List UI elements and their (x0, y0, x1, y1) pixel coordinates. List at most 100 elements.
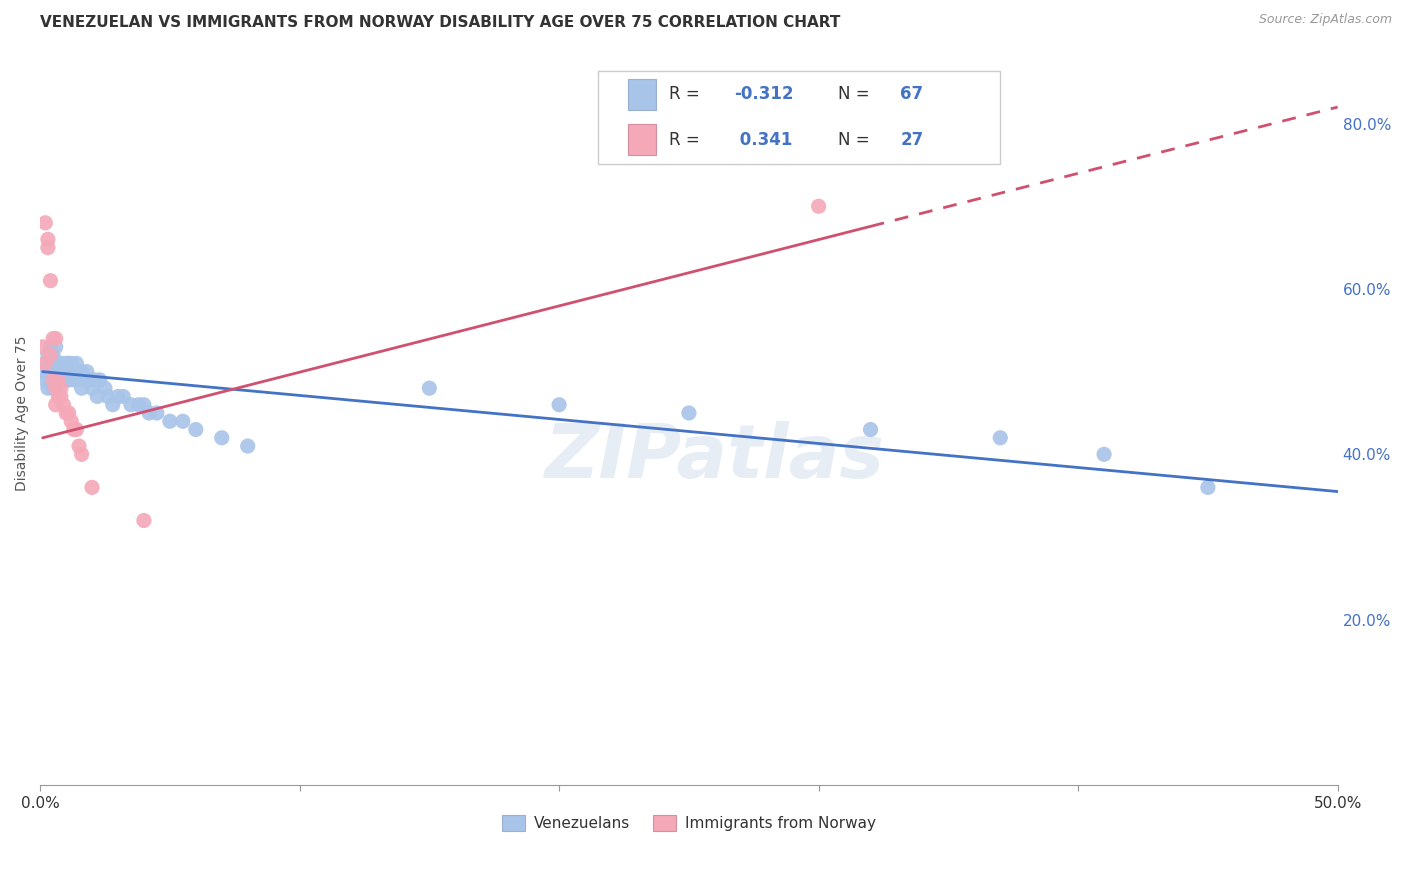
Text: 27: 27 (900, 131, 924, 149)
FancyBboxPatch shape (598, 70, 1000, 164)
Point (70, 447, 93, 461)
FancyBboxPatch shape (628, 124, 657, 155)
Point (1197, 480, 1219, 494)
Point (97, 389, 120, 403)
Point (49, 365, 72, 379)
Point (46, 356, 69, 370)
Point (101, 398, 124, 412)
Point (67, 365, 90, 379)
Point (37, 241, 59, 255)
Point (132, 514, 155, 528)
Point (859, 423, 882, 437)
Point (63, 365, 86, 379)
Point (55, 373, 77, 387)
Point (63, 373, 86, 387)
Point (42, 381, 65, 395)
Point (89, 373, 111, 387)
Point (146, 406, 169, 420)
Point (211, 431, 233, 445)
FancyBboxPatch shape (628, 78, 657, 110)
Text: 67: 67 (900, 86, 924, 103)
Point (42, 332, 65, 346)
Point (418, 381, 440, 395)
Point (70, 381, 93, 395)
Point (807, 199, 830, 213)
Point (67, 439, 90, 453)
Point (46, 373, 69, 387)
Point (132, 398, 155, 412)
Text: N =: N = (838, 131, 870, 149)
Point (184, 423, 207, 437)
Point (34, 356, 56, 370)
Point (34, 356, 56, 370)
Text: R =: R = (669, 86, 700, 103)
Point (60, 365, 83, 379)
Point (52, 373, 75, 387)
Point (65, 423, 87, 437)
Point (60, 356, 83, 370)
Point (236, 439, 259, 453)
Point (60, 414, 83, 428)
Point (45, 381, 67, 395)
Point (73, 373, 96, 387)
Text: Source: ZipAtlas.com: Source: ZipAtlas.com (1258, 13, 1392, 27)
Point (172, 414, 194, 428)
Point (120, 398, 142, 412)
Point (37, 365, 59, 379)
Point (49, 389, 72, 403)
Point (52, 365, 75, 379)
Point (39, 356, 62, 370)
Point (79, 373, 101, 387)
Point (31, 340, 53, 354)
Point (86, 389, 108, 403)
Point (138, 406, 160, 420)
Point (52, 398, 75, 412)
Point (31, 365, 53, 379)
Point (46, 365, 69, 379)
Legend: Venezuelans, Immigrants from Norway: Venezuelans, Immigrants from Norway (495, 809, 882, 837)
Point (76, 365, 98, 379)
Point (58, 373, 80, 387)
Point (159, 414, 181, 428)
Point (49, 356, 72, 370)
Point (45, 381, 67, 395)
Point (37, 381, 59, 395)
Point (80, 381, 103, 395)
Point (34, 373, 56, 387)
Point (58, 406, 80, 420)
Point (83, 373, 105, 387)
Point (42, 365, 65, 379)
Point (49, 373, 72, 387)
Point (55, 406, 77, 420)
Text: 0.341: 0.341 (734, 131, 793, 149)
Text: N =: N = (838, 86, 870, 103)
Point (988, 431, 1011, 445)
Point (46, 389, 69, 403)
Text: -0.312: -0.312 (734, 86, 794, 103)
Y-axis label: Disability Age Over 75: Disability Age Over 75 (15, 335, 30, 491)
Point (39, 348, 62, 362)
Text: VENEZUELAN VS IMMIGRANTS FROM NORWAY DISABILITY AGE OVER 75 CORRELATION CHART: VENEZUELAN VS IMMIGRANTS FROM NORWAY DIS… (41, 15, 841, 30)
Point (548, 398, 571, 412)
Point (45, 340, 67, 354)
Point (1092, 447, 1115, 461)
Point (37, 232, 59, 246)
Point (45, 332, 67, 346)
Point (55, 356, 77, 370)
Point (128, 398, 150, 412)
Point (107, 389, 129, 403)
Point (55, 365, 77, 379)
Point (80, 480, 103, 494)
Text: ZIPatlas: ZIPatlas (546, 421, 884, 494)
Point (45, 398, 67, 412)
Point (45, 356, 67, 370)
Point (678, 406, 700, 420)
Point (42, 373, 65, 387)
Point (46, 373, 69, 387)
Point (70, 365, 93, 379)
Point (67, 373, 90, 387)
Point (37, 348, 59, 362)
Point (42, 348, 65, 362)
Point (58, 356, 80, 370)
Point (39, 340, 62, 354)
